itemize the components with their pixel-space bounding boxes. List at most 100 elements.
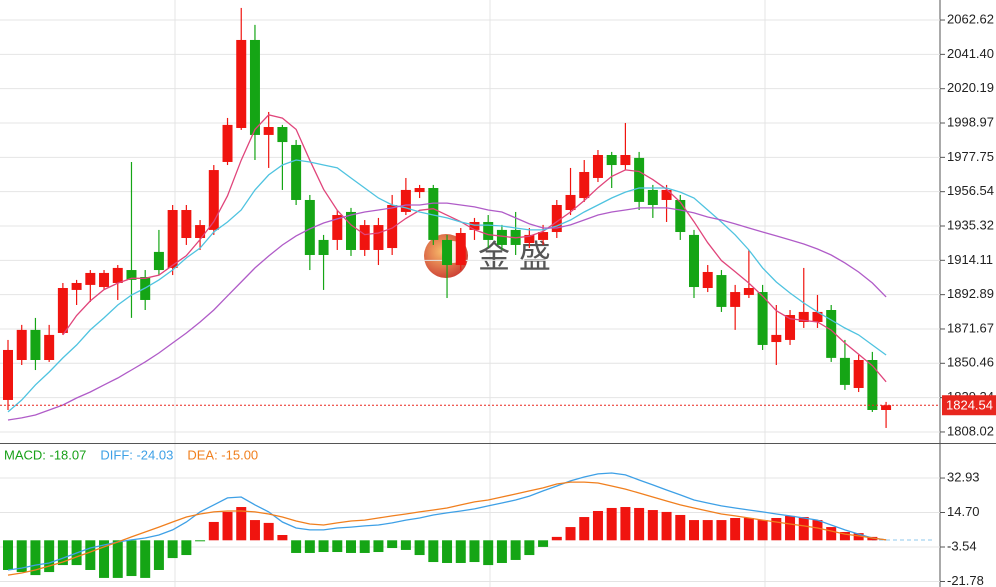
- candle-body: [702, 271, 713, 288]
- macd-bar: [551, 536, 562, 541]
- y-tick-label: 1914.11: [947, 252, 993, 267]
- candle-body: [85, 272, 96, 285]
- candle-body: [249, 39, 260, 135]
- candle-body: [222, 124, 233, 162]
- candle-body: [346, 211, 356, 250]
- macd-bar: [812, 520, 823, 541]
- candle-body: [620, 155, 631, 166]
- macd-bar: [853, 533, 864, 541]
- macd-bar: [469, 540, 480, 563]
- macd-bar: [263, 522, 274, 541]
- candle-body: [689, 234, 699, 288]
- candle-body: [332, 215, 343, 240]
- y-tick-label: 1808.02: [947, 423, 994, 438]
- candle-body: [236, 39, 247, 128]
- macd-bar: [126, 540, 137, 577]
- macd-bar: [346, 540, 356, 553]
- macd-bar: [579, 517, 590, 541]
- candle-body: [785, 315, 796, 340]
- macd-bar: [249, 520, 260, 541]
- macd-bar: [455, 540, 466, 563]
- macd-bar: [153, 540, 164, 570]
- candle-body: [565, 194, 576, 211]
- y-tick-label: 2041.40: [947, 46, 994, 61]
- y-tick-label: 1977.75: [947, 149, 994, 164]
- line-series: [62, 114, 887, 383]
- macd-bar: [16, 540, 27, 573]
- macd-bar: [99, 540, 110, 578]
- macd-bar: [730, 517, 741, 541]
- macd-bar: [826, 527, 837, 541]
- y-tick-label: 1871.67: [947, 320, 994, 335]
- candle-body: [579, 171, 590, 199]
- candle-body: [675, 199, 686, 233]
- candle-body: [757, 292, 768, 345]
- macd-bar: [702, 520, 713, 541]
- macd-bar: [510, 540, 521, 560]
- y-tick-label: 14.70: [947, 504, 980, 519]
- macd-bar: [3, 540, 13, 570]
- candle-body: [538, 232, 549, 240]
- macd-bar: [44, 540, 55, 573]
- candle-body: [867, 359, 878, 410]
- macd-bar: [359, 540, 370, 553]
- macd-bar: [57, 540, 68, 566]
- candle-body: [428, 188, 439, 240]
- candle-body: [16, 329, 27, 360]
- macd-bar: [620, 507, 631, 541]
- y-tick-label: 1956.54: [947, 183, 994, 198]
- macd-bar: [565, 527, 576, 541]
- line-series: [7, 159, 887, 413]
- macd-bar: [647, 510, 658, 541]
- y-tick-label: 2020.19: [947, 80, 994, 95]
- macd-bar: [496, 540, 507, 563]
- macd-bar: [112, 540, 123, 578]
- macd-bar: [606, 507, 617, 541]
- candle-body: [743, 287, 754, 295]
- candle-body: [771, 334, 782, 343]
- candle-body: [3, 349, 13, 400]
- macd-bar: [716, 520, 727, 541]
- candle-body: [469, 221, 480, 230]
- y-tick-label: 32.93: [947, 469, 980, 484]
- macd-bar: [277, 535, 288, 541]
- legend-entry: MACD: -18.07: [4, 447, 86, 462]
- macd-bar: [483, 540, 494, 566]
- current-price-label: 1824.54: [946, 398, 993, 413]
- macd-bar: [140, 540, 151, 578]
- macd-bar: [538, 540, 549, 547]
- candle-body: [592, 155, 603, 178]
- candle-body: [387, 204, 398, 249]
- y-tick-label: 1850.46: [947, 355, 994, 370]
- line-series: [7, 481, 887, 576]
- y-tick-label: 1935.32: [947, 217, 994, 232]
- macd-bar: [675, 514, 686, 541]
- macd-bar: [524, 540, 535, 556]
- candle-body: [57, 287, 68, 333]
- macd-bar: [291, 540, 302, 553]
- macd-bar: [236, 507, 247, 541]
- macd-bar: [400, 540, 411, 550]
- candle-body: [414, 188, 425, 193]
- candle-body: [167, 210, 178, 268]
- macd-bar: [743, 517, 754, 541]
- candle-body: [153, 251, 164, 271]
- macd-bar: [208, 521, 219, 541]
- legend-entry: DIFF: -24.03: [100, 447, 173, 462]
- candle-body: [647, 189, 658, 205]
- candle-body: [30, 329, 41, 360]
- macd-bar: [757, 520, 768, 541]
- current-price-box: [942, 395, 996, 416]
- candle-body: [496, 229, 507, 245]
- candle-body: [483, 221, 494, 240]
- line-series: [7, 472, 887, 571]
- candle-body: [455, 232, 466, 266]
- macd-bar: [428, 540, 439, 563]
- macd-bar: [414, 540, 425, 556]
- candle-body: [181, 210, 192, 239]
- candle-body: [112, 267, 123, 283]
- candle-body: [71, 282, 82, 290]
- candle-body: [661, 189, 672, 200]
- candle-body: [634, 157, 645, 202]
